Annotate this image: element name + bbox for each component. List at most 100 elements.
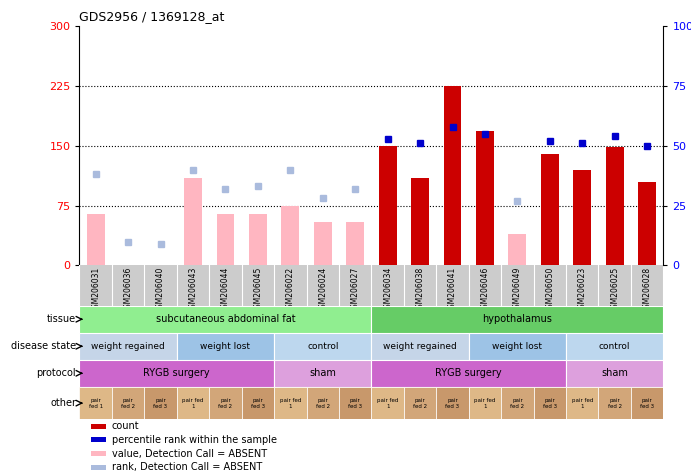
Bar <box>566 387 598 419</box>
Text: pair fed
1: pair fed 1 <box>571 398 593 409</box>
Text: GSM206038: GSM206038 <box>415 267 424 313</box>
Bar <box>436 387 468 419</box>
Text: disease state: disease state <box>11 341 76 351</box>
Text: pair
fed 2: pair fed 2 <box>607 398 622 409</box>
Bar <box>242 387 274 419</box>
Bar <box>444 86 462 265</box>
Text: rank, Detection Call = ABSENT: rank, Detection Call = ABSENT <box>111 462 262 472</box>
Bar <box>216 214 234 265</box>
Text: GSM206034: GSM206034 <box>383 267 392 313</box>
Bar <box>79 360 274 387</box>
Bar <box>274 333 371 360</box>
Text: GSM206043: GSM206043 <box>189 267 198 313</box>
Bar <box>91 438 106 442</box>
Text: control: control <box>307 342 339 351</box>
Text: GSM206023: GSM206023 <box>578 267 587 313</box>
Text: sham: sham <box>310 368 337 378</box>
Bar <box>339 387 371 419</box>
Text: value, Detection Call = ABSENT: value, Detection Call = ABSENT <box>111 448 267 458</box>
Bar <box>638 182 656 265</box>
Bar <box>307 387 339 419</box>
Text: GSM206025: GSM206025 <box>610 267 619 313</box>
Text: weight lost: weight lost <box>493 342 542 351</box>
Text: pair
fed 2: pair fed 2 <box>511 398 524 409</box>
Text: pair
fed 2: pair fed 2 <box>316 398 330 409</box>
Text: GSM206027: GSM206027 <box>351 267 360 313</box>
Text: GSM206031: GSM206031 <box>91 267 100 313</box>
Text: pair fed
1: pair fed 1 <box>280 398 301 409</box>
Text: weight regained: weight regained <box>91 342 165 351</box>
Bar <box>314 221 332 265</box>
Bar <box>144 387 177 419</box>
Bar <box>184 178 202 265</box>
Bar <box>274 387 307 419</box>
Text: pair
fed 3: pair fed 3 <box>251 398 265 409</box>
Text: GSM206046: GSM206046 <box>480 267 489 313</box>
Bar <box>209 387 242 419</box>
Text: protocol: protocol <box>37 368 76 378</box>
Text: pair
fed 2: pair fed 2 <box>218 398 232 409</box>
Bar <box>371 387 404 419</box>
Text: GSM206049: GSM206049 <box>513 267 522 313</box>
Text: pair fed
1: pair fed 1 <box>474 398 495 409</box>
Text: control: control <box>599 342 630 351</box>
Bar <box>509 234 527 265</box>
Bar <box>541 154 559 265</box>
Text: other: other <box>50 398 76 408</box>
Text: weight regained: weight regained <box>384 342 457 351</box>
Bar <box>411 178 429 265</box>
Bar <box>566 333 663 360</box>
Bar <box>91 451 106 456</box>
Text: pair
fed 3: pair fed 3 <box>153 398 168 409</box>
Bar <box>476 131 494 265</box>
Text: pair
fed 2: pair fed 2 <box>413 398 427 409</box>
Bar <box>79 333 177 360</box>
Bar <box>346 221 364 265</box>
Bar <box>501 387 533 419</box>
Bar <box>379 146 397 265</box>
Text: pair fed
1: pair fed 1 <box>377 398 398 409</box>
Text: pair
fed 2: pair fed 2 <box>121 398 135 409</box>
Bar <box>91 465 106 470</box>
Bar <box>468 387 501 419</box>
Bar <box>79 387 112 419</box>
Text: GSM206036: GSM206036 <box>124 267 133 313</box>
Text: pair
fed 3: pair fed 3 <box>348 398 362 409</box>
Text: GSM206022: GSM206022 <box>286 267 295 313</box>
Text: tissue: tissue <box>47 314 76 324</box>
Bar <box>177 333 274 360</box>
Bar <box>598 387 631 419</box>
Bar <box>371 333 468 360</box>
Bar <box>371 360 566 387</box>
Text: pair
fed 3: pair fed 3 <box>542 398 557 409</box>
Bar <box>249 214 267 265</box>
Bar <box>404 387 436 419</box>
Bar <box>631 387 663 419</box>
Text: GSM206024: GSM206024 <box>319 267 328 313</box>
Text: RYGB surgery: RYGB surgery <box>144 368 210 378</box>
Text: GSM206041: GSM206041 <box>448 267 457 313</box>
Bar <box>574 170 591 265</box>
Bar <box>533 387 566 419</box>
Text: GSM206040: GSM206040 <box>156 267 165 313</box>
Bar <box>468 333 566 360</box>
Text: subcutaneous abdominal fat: subcutaneous abdominal fat <box>155 314 295 324</box>
Bar <box>274 360 371 387</box>
Bar <box>91 424 106 429</box>
Text: GSM206028: GSM206028 <box>643 267 652 313</box>
Bar <box>177 387 209 419</box>
Text: GSM206050: GSM206050 <box>545 267 554 313</box>
Bar <box>281 206 299 265</box>
Text: GSM206044: GSM206044 <box>221 267 230 313</box>
Text: count: count <box>111 421 139 431</box>
Text: weight lost: weight lost <box>200 342 250 351</box>
Text: hypothalamus: hypothalamus <box>482 314 552 324</box>
Bar <box>112 387 144 419</box>
Bar <box>566 360 663 387</box>
Text: pair fed
1: pair fed 1 <box>182 398 204 409</box>
Text: pair
fed 3: pair fed 3 <box>640 398 654 409</box>
Bar <box>79 306 372 333</box>
Text: sham: sham <box>601 368 628 378</box>
Text: RYGB surgery: RYGB surgery <box>435 368 502 378</box>
Bar <box>606 147 623 265</box>
